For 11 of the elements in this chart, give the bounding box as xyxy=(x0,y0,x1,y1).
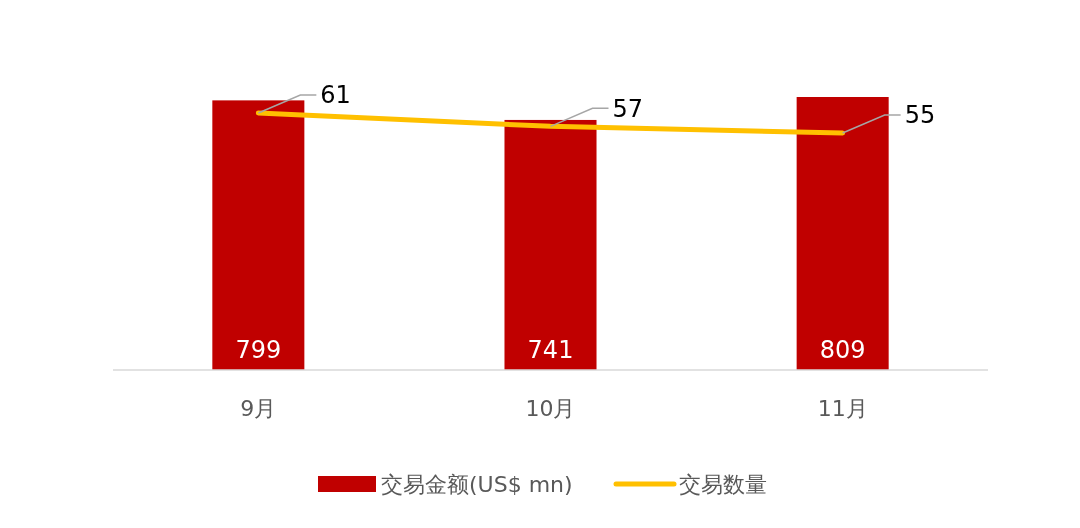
x-tick-label: 9月 xyxy=(240,396,277,421)
data-label: 55 xyxy=(904,101,936,130)
data-label: 57 xyxy=(612,94,644,123)
data-label: 799 xyxy=(235,336,282,364)
x-tick-label: 10月 xyxy=(525,396,576,421)
data-label: 809 xyxy=(819,336,866,364)
legend-label: 交易数量 xyxy=(679,471,767,497)
x-tick-label: 11月 xyxy=(817,396,868,421)
data-label: 741 xyxy=(527,336,574,364)
legend-label: 交易金额(US$ mn) xyxy=(381,471,573,497)
data-label: 61 xyxy=(320,81,351,110)
